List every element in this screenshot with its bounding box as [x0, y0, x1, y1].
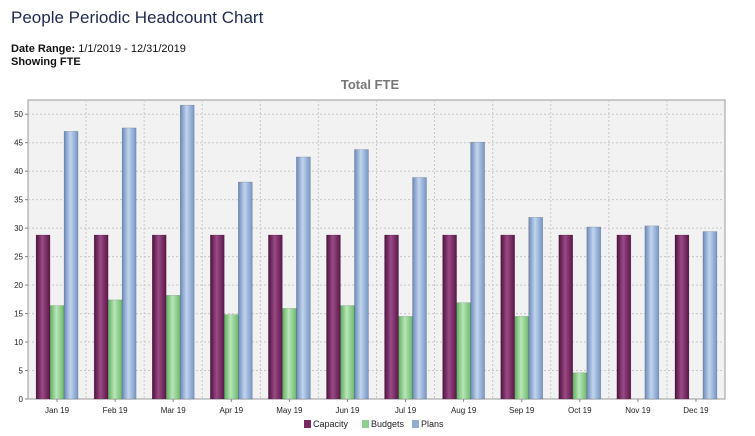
x-tick-label: Sep 19: [509, 406, 535, 415]
x-tick-label: Aug 19: [451, 406, 477, 415]
page-title: People Periodic Headcount Chart: [11, 8, 264, 27]
x-tick-label: Nov 19: [625, 406, 651, 415]
bar-plans: [470, 141, 485, 400]
y-tick-label: 20: [14, 281, 23, 290]
y-tick-label: 45: [14, 139, 23, 148]
date-range-value: 1/1/2019 - 12/31/2019: [78, 43, 186, 55]
bar-plans: [702, 231, 718, 400]
x-tick-label: Dec 19: [683, 406, 709, 415]
y-tick-label: 15: [14, 310, 23, 319]
date-range: Date Range: 1/1/2019 - 12/31/2019: [11, 43, 186, 56]
y-tick-label: 40: [14, 167, 23, 176]
legend-swatch-budgets: [362, 420, 369, 428]
chart-title: Total FTE: [341, 77, 400, 92]
headcount-chart: Total FTE 0 5 10 15 20 25 30 35 40 45 50 Jan 19 Feb…: [14, 77, 726, 429]
bar-budgets: [165, 295, 181, 400]
bar-plans: [412, 177, 427, 400]
showing-fte: Showing FTE: [11, 56, 81, 68]
date-range-label: Date Range:: [11, 43, 76, 55]
bar-capacity: [93, 234, 109, 400]
bar-capacity: [500, 234, 515, 400]
y-tick-label: 30: [14, 224, 23, 233]
bars: [35, 104, 718, 400]
bar-budgets: [456, 302, 471, 400]
bar-capacity: [210, 234, 225, 400]
bar-plans: [238, 181, 253, 400]
bar-budgets: [514, 316, 529, 400]
y-tick-label: 5: [19, 367, 24, 376]
bar-budgets: [224, 314, 239, 400]
bar-plans: [63, 131, 79, 400]
y-tick-label: 35: [14, 196, 23, 205]
y-tick-label: 25: [14, 253, 23, 262]
bar-plans: [528, 217, 543, 400]
x-tick-label: Jun 19: [335, 406, 360, 415]
legend-label-budgets: Budgets: [371, 419, 405, 429]
bar-plans: [354, 149, 369, 400]
legend-swatch-plans: [412, 420, 419, 428]
bar-capacity: [326, 234, 341, 400]
y-tick-label: 10: [14, 338, 23, 347]
y-tick-label: 50: [14, 110, 23, 119]
bar-budgets: [49, 305, 65, 400]
x-tick-label: Jan 19: [45, 406, 70, 415]
legend-swatch-capacity: [304, 420, 311, 428]
x-axis: Jan 19 Feb 19 Mar 19 Apr 19 May 19 Jun 19 Jul …: [45, 399, 709, 415]
x-tick-label: Oct 19: [568, 406, 592, 415]
x-tick-label: Mar 19: [161, 406, 186, 415]
x-tick-label: Apr 19: [220, 406, 244, 415]
bar-capacity: [558, 234, 574, 400]
report-meta: Date Range: 1/1/2019 - 12/31/2019 Showin…: [11, 43, 186, 69]
bar-budgets: [282, 308, 297, 400]
legend-label-plans: Plans: [421, 419, 444, 429]
legend-label-capacity: Capacity: [313, 419, 349, 429]
bar-budgets: [572, 372, 588, 400]
bar-capacity: [35, 234, 51, 400]
bar-budgets: [107, 299, 123, 400]
bar-capacity: [151, 234, 167, 400]
bar-capacity: [442, 234, 457, 400]
y-tick-label: 0: [19, 395, 24, 404]
bar-capacity: [616, 234, 632, 400]
bar-plans: [121, 127, 137, 400]
bar-capacity: [674, 234, 690, 400]
y-axis: 0 5 10 15 20 25 30 35 40 45 50: [14, 110, 28, 404]
x-tick-label: Feb 19: [103, 406, 128, 415]
bar-capacity: [268, 234, 283, 400]
bar-capacity: [384, 234, 399, 400]
x-tick-label: May 19: [276, 406, 303, 415]
bar-plans: [644, 225, 660, 400]
gridlines: [28, 100, 725, 399]
bar-plans: [296, 156, 311, 400]
bar-plans: [586, 226, 602, 400]
bar-plans: [179, 104, 195, 400]
bar-budgets: [340, 305, 355, 400]
bar-budgets: [398, 316, 413, 400]
legend: Capacity Budgets Plans: [304, 419, 444, 429]
x-tick-label: Jul 19: [395, 406, 417, 415]
